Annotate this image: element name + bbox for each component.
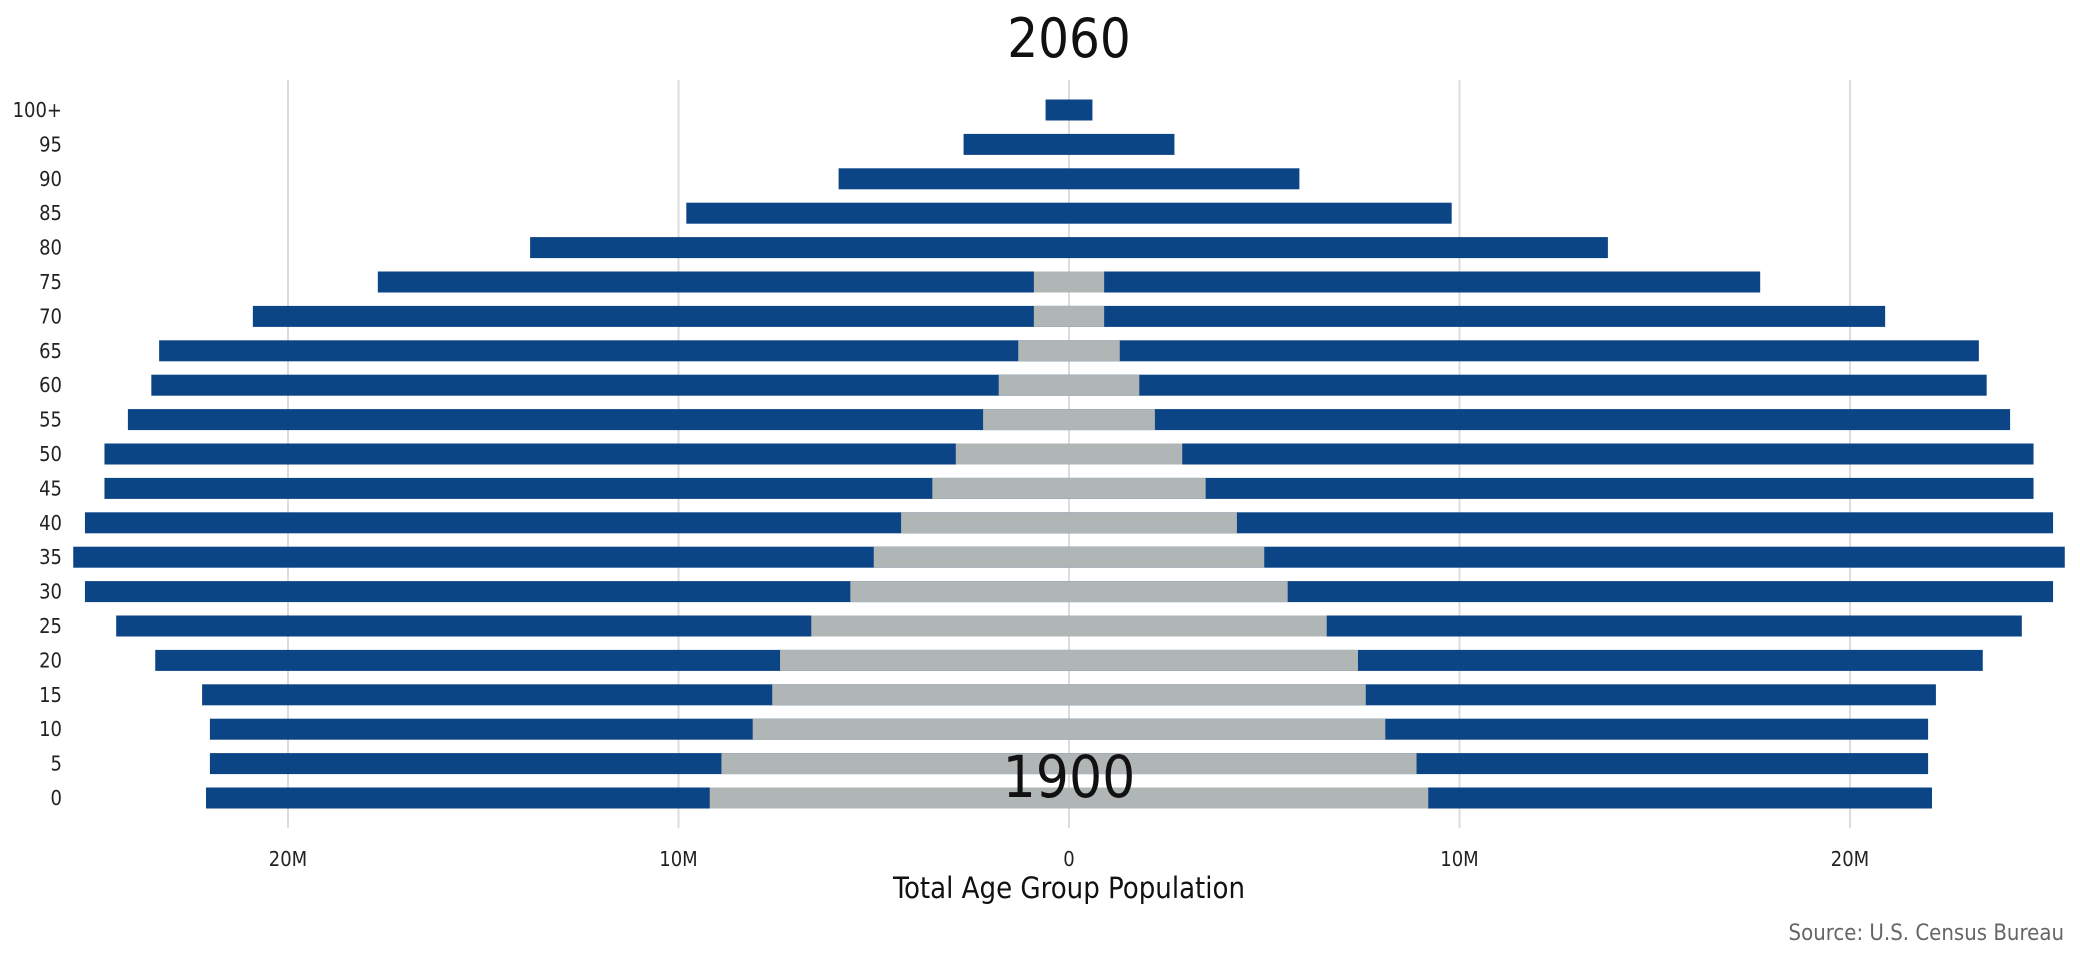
bar-1900-age-5 — [721, 753, 1417, 775]
bar-1900-age-20 — [780, 649, 1358, 671]
chart-title-1900: 1900 — [1003, 743, 1136, 811]
source-note: Source: U.S. Census Bureau — [1789, 921, 2064, 946]
bar-1900-age-70 — [1033, 305, 1105, 327]
age-label-80: 80 — [39, 236, 62, 260]
bar-1900-age-55 — [983, 409, 1155, 431]
age-label-70: 70 — [39, 304, 62, 328]
x-tick-label-2: 0 — [1063, 847, 1074, 871]
bar-2060-age-80 — [530, 237, 1608, 259]
bar-1900-age-15 — [772, 684, 1366, 706]
bar-2060-age-85 — [686, 202, 1452, 224]
age-label-20: 20 — [39, 648, 62, 672]
age-label-5: 5 — [51, 752, 62, 776]
age-label-40: 40 — [39, 511, 62, 535]
age-label-100+: 100+ — [13, 98, 62, 122]
age-label-75: 75 — [39, 270, 62, 294]
age-label-35: 35 — [39, 545, 62, 569]
x-tick-label-3: 10M — [1440, 847, 1478, 871]
x-axis-title: Total Age Group Population — [892, 871, 1245, 905]
bar-1900-age-50 — [955, 443, 1183, 465]
bar-2060-age-90 — [838, 168, 1300, 190]
age-label-10: 10 — [39, 717, 62, 741]
bar-1900-age-40 — [901, 512, 1237, 534]
bar-1900-age-45 — [932, 477, 1206, 499]
bar-2060-age-95 — [963, 133, 1175, 155]
age-group-labels: 0 5 10 15 20 25 30 35 40 45 50 55 60 65 70 75 80 85 90 95 10… — [13, 98, 62, 810]
x-tick-label-4: 20M — [1831, 847, 1869, 871]
bar-1900-age-75 — [1033, 271, 1105, 293]
series-1900-bars — [709, 271, 1429, 809]
bar-1900-age-60 — [998, 374, 1140, 396]
age-label-55: 55 — [39, 408, 62, 432]
age-label-45: 45 — [39, 476, 62, 500]
age-label-65: 65 — [39, 339, 62, 363]
age-label-85: 85 — [39, 201, 62, 225]
chart-title-2060: 2060 — [1007, 7, 1131, 70]
age-label-60: 60 — [39, 373, 62, 397]
age-label-30: 30 — [39, 580, 62, 604]
age-label-0: 0 — [51, 786, 62, 810]
bar-1900-age-10 — [752, 718, 1386, 740]
bar-1900-age-25 — [811, 615, 1327, 637]
x-tick-labels: 20M 10M 0 10M 20M — [269, 847, 1869, 871]
bar-1900-age-65 — [1018, 340, 1120, 362]
bar-1900-age-30 — [850, 581, 1288, 603]
age-label-25: 25 — [39, 614, 62, 638]
age-label-50: 50 — [39, 442, 62, 466]
bar-1900-age-0 — [709, 787, 1429, 809]
bar-1900-age-35 — [873, 546, 1265, 568]
age-label-90: 90 — [39, 167, 62, 191]
age-label-15: 15 — [39, 683, 62, 707]
bar-2060-age-100+ — [1045, 99, 1093, 121]
age-label-95: 95 — [39, 132, 62, 156]
x-tick-label-1: 10M — [659, 847, 697, 871]
x-tick-label-0: 20M — [269, 847, 307, 871]
